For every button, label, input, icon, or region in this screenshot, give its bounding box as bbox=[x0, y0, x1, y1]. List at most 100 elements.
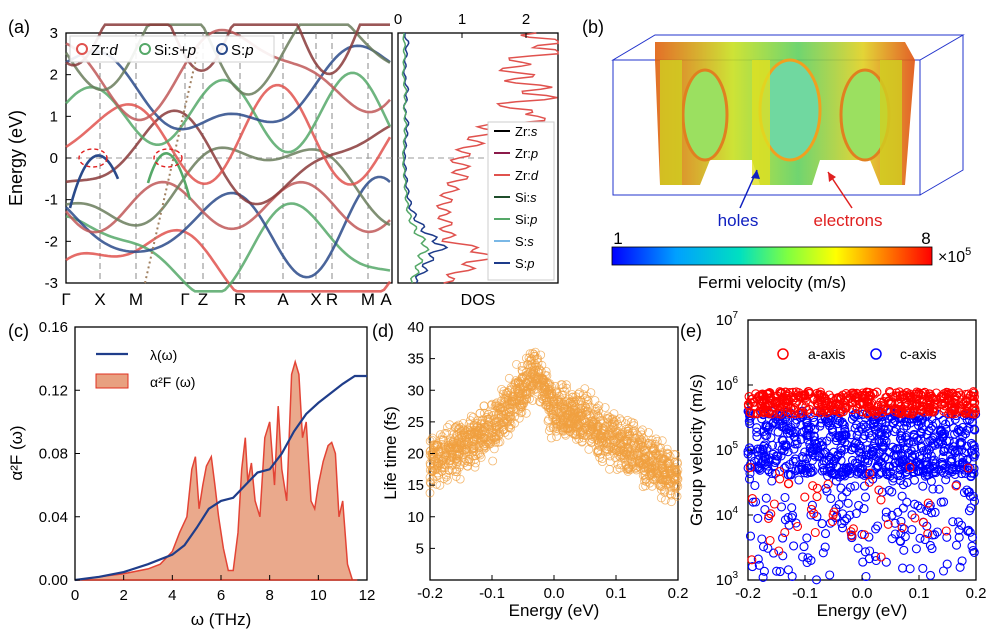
e-ytick-exp: 6 bbox=[732, 375, 738, 386]
lifetime-point bbox=[578, 418, 588, 428]
c-axis-point bbox=[766, 433, 776, 443]
c-axis-point bbox=[860, 492, 871, 502]
lifetime-point bbox=[638, 425, 647, 435]
lifetime-point bbox=[457, 437, 467, 447]
dos-curve-2 bbox=[401, 32, 430, 284]
c-axis-point bbox=[951, 540, 962, 550]
d-ticks: -0.2 -0.1 0.0 0.1 0.2 5 10 15 20 25 30 35 40 bbox=[407, 319, 688, 602]
colorbar-scale: ×105 bbox=[938, 246, 971, 266]
c-axis-point bbox=[774, 410, 784, 420]
c-axis-point bbox=[838, 509, 848, 519]
d-ytick-1: 10 bbox=[407, 509, 424, 526]
c-axis-point bbox=[864, 428, 874, 438]
c-axis-point bbox=[802, 454, 812, 464]
a-axis-point bbox=[885, 398, 895, 408]
band-y-ticks: 3 2 1 0 -1 -2 -3 bbox=[45, 25, 71, 292]
e-ytick-exp: 7 bbox=[732, 310, 738, 321]
band-y-axis-label: Energy (eV) bbox=[6, 110, 26, 206]
lifetime-point bbox=[567, 419, 576, 429]
band-curve-4 bbox=[65, 146, 391, 227]
lifetime-point bbox=[572, 434, 581, 444]
c-axis-point bbox=[820, 529, 831, 539]
a-axis-point bbox=[747, 555, 757, 565]
lifetime-point bbox=[663, 474, 673, 484]
c-axis-point bbox=[930, 530, 940, 540]
panel-label-a: (a) bbox=[8, 17, 30, 37]
c-axis-point bbox=[913, 420, 924, 430]
c-axis-point bbox=[966, 472, 976, 482]
lifetime-point bbox=[530, 347, 540, 357]
c-axis-point bbox=[926, 451, 936, 461]
lifetime-point bbox=[466, 411, 476, 421]
lifetime-point bbox=[584, 444, 594, 454]
c-axis-point bbox=[768, 418, 778, 428]
lifetime-point bbox=[660, 495, 670, 505]
a-axis-point bbox=[812, 483, 822, 493]
lifetime-point bbox=[464, 454, 474, 464]
lifetime-point bbox=[594, 412, 604, 422]
c-axis-point bbox=[907, 525, 917, 535]
lifetime-point bbox=[541, 400, 550, 410]
c-axis-point bbox=[850, 481, 860, 491]
d-ytick-6: 35 bbox=[407, 351, 424, 368]
c-axis-point bbox=[758, 446, 768, 456]
lifetime-panel: -0.2 -0.1 0.0 0.1 0.2 5 10 15 20 25 30 35 40 Energy … bbox=[381, 319, 688, 620]
lifetime-point bbox=[577, 416, 586, 426]
c-axis-point bbox=[854, 426, 864, 436]
lifetime-point bbox=[527, 382, 536, 391]
c-legend: λ(ω) α²F (ω) bbox=[95, 347, 195, 390]
lifetime-point bbox=[556, 380, 566, 390]
c-axis-point bbox=[913, 501, 923, 511]
c-axis-point bbox=[852, 430, 862, 440]
a-axis-point bbox=[941, 526, 951, 536]
c-axis-point bbox=[839, 420, 849, 430]
c-axis-point bbox=[840, 431, 850, 441]
c-axis-point bbox=[761, 493, 771, 503]
a-axis-point bbox=[925, 396, 935, 407]
c-axis-point bbox=[869, 443, 879, 453]
c-axis-point bbox=[885, 471, 895, 481]
c-axis-point bbox=[968, 491, 978, 502]
c-axis-point bbox=[865, 419, 875, 429]
lifetime-point bbox=[603, 414, 612, 424]
lifetime-point bbox=[516, 408, 525, 418]
c-axis-point bbox=[956, 427, 966, 437]
k-label-8: R bbox=[326, 290, 338, 309]
c-axis-point bbox=[759, 426, 769, 436]
dos-x-ticks: 0 1 2 bbox=[394, 11, 530, 38]
lifetime-point bbox=[459, 446, 469, 455]
lifetime-point bbox=[454, 424, 464, 434]
lifetime-point bbox=[613, 419, 622, 429]
c-axis-point bbox=[745, 468, 755, 479]
c-axis-point bbox=[752, 427, 762, 437]
c-axis-point bbox=[910, 443, 920, 453]
e-ytick-2: 105 bbox=[716, 440, 739, 459]
a-axis-point bbox=[784, 479, 794, 489]
lifetime-point bbox=[521, 367, 531, 377]
lifetime-point bbox=[493, 403, 503, 413]
c-ytick-4: 0.16 bbox=[39, 319, 68, 336]
fermi-neck-1 bbox=[660, 60, 682, 185]
legend-orbital: d bbox=[109, 42, 118, 59]
a-axis-point bbox=[761, 398, 771, 408]
lifetime-point bbox=[460, 448, 470, 458]
lifetime-point bbox=[484, 420, 494, 430]
a-axis-point bbox=[795, 408, 805, 418]
legend-orbital: p bbox=[529, 212, 537, 227]
c-axis-point bbox=[826, 493, 836, 504]
c-axis-point bbox=[890, 445, 900, 455]
legend-orbital: p bbox=[526, 256, 534, 271]
a-axis-point bbox=[924, 405, 934, 415]
lifetime-point bbox=[479, 422, 489, 432]
c-axis-point bbox=[871, 463, 881, 473]
c-axis-point bbox=[957, 556, 967, 566]
lifetime-point bbox=[509, 380, 519, 390]
c-axis-point bbox=[887, 487, 897, 497]
lifetime-point bbox=[425, 488, 435, 498]
a-axis-point bbox=[895, 394, 905, 404]
lifetime-point bbox=[507, 403, 517, 412]
band-legend: Zr:d Si:s+p S:p bbox=[69, 35, 275, 63]
c-axis-point bbox=[798, 453, 808, 463]
lifetime-point bbox=[506, 382, 516, 392]
c-axis-point bbox=[802, 533, 812, 543]
